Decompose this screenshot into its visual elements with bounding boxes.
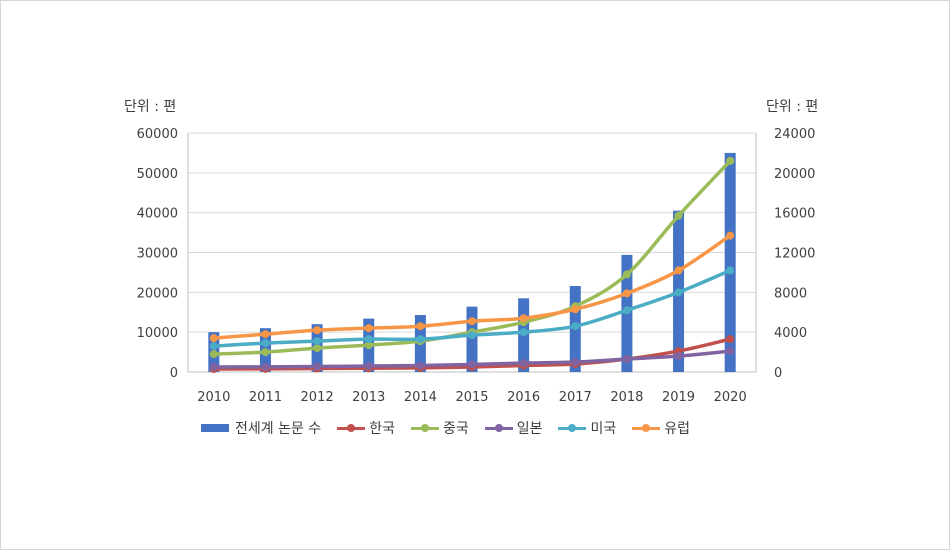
series-point <box>674 266 683 275</box>
left-tick-label: 0 <box>170 366 178 381</box>
x-tick-label: 2015 <box>455 390 488 405</box>
series-point <box>416 335 425 344</box>
left-tick-label: 20000 <box>137 286 178 301</box>
x-tick-label: 2016 <box>507 390 540 405</box>
series-point <box>261 330 270 339</box>
series-point <box>674 288 683 297</box>
series-point <box>313 326 322 335</box>
x-tick-label: 2010 <box>197 390 230 405</box>
legend-swatch <box>632 423 661 433</box>
series-point <box>468 331 476 340</box>
series-point <box>364 324 373 333</box>
left-tick-label: 10000 <box>137 326 178 341</box>
series-point <box>571 358 580 367</box>
legend-label: 미국 <box>590 421 617 437</box>
series-point <box>416 361 425 370</box>
series-point <box>674 352 683 361</box>
series-point <box>519 314 528 323</box>
series-point <box>209 363 218 372</box>
left-tick-label: 30000 <box>137 247 178 262</box>
legend-label: 전세계 논문 수 <box>235 421 322 437</box>
series-point <box>261 348 270 357</box>
x-tick-label: 2019 <box>662 390 695 405</box>
x-tick-label: 2013 <box>352 390 385 405</box>
series-point <box>209 350 218 359</box>
series-point <box>261 339 270 348</box>
x-tick-label: 2012 <box>301 390 334 405</box>
series-point <box>364 335 373 344</box>
bar <box>724 152 736 372</box>
legend-label: 유럽 <box>664 421 691 437</box>
series-point <box>622 306 631 315</box>
left-axis-unit-label: 단위 : 편 <box>124 99 177 115</box>
right-tick-label: 24000 <box>774 127 815 142</box>
legend-label: 일본 <box>516 421 543 437</box>
legend-item: 한국 <box>337 418 395 438</box>
left-tick-label: 50000 <box>137 167 178 182</box>
series-point <box>726 156 735 165</box>
right-tick-label: 20000 <box>774 167 815 182</box>
series-point <box>726 266 735 275</box>
legend-swatch <box>337 423 366 433</box>
x-tick-label: 2018 <box>610 390 643 405</box>
series-point <box>364 341 373 350</box>
series-point <box>519 328 528 337</box>
series-point <box>261 362 270 371</box>
series-point <box>209 334 218 343</box>
legend-item: 중국 <box>410 418 469 438</box>
series-point <box>571 322 580 331</box>
series-point <box>726 335 735 344</box>
series-point <box>468 317 476 326</box>
series-point <box>313 337 322 346</box>
legend-label: 한국 <box>369 421 395 437</box>
right-tick-label: 12000 <box>774 247 815 262</box>
right-axis-unit-label: 단위 : 편 <box>766 99 819 115</box>
series-point <box>364 362 373 371</box>
right-tick-label: 8000 <box>774 286 807 301</box>
x-tick-label: 2017 <box>559 390 592 405</box>
series-point <box>571 305 580 314</box>
legend-item: 미국 <box>558 418 616 438</box>
legend-swatch <box>558 423 587 433</box>
series-point <box>622 355 631 364</box>
x-tick-label: 2011 <box>249 390 282 405</box>
bar <box>466 306 478 372</box>
legend: 전세계 논문 수 한국 중국 일본 미국 유럽 <box>201 418 706 438</box>
legend-item: 일본 <box>484 418 543 438</box>
series-point <box>674 211 683 220</box>
series-point <box>726 347 735 356</box>
legend-swatch <box>484 423 513 433</box>
series-point <box>416 322 425 331</box>
right-tick-label: 0 <box>774 366 782 381</box>
right-tick-label: 4000 <box>774 326 807 341</box>
legend-swatch <box>410 423 439 433</box>
left-tick-label: 60000 <box>137 127 178 142</box>
legend-swatch <box>201 424 229 432</box>
series-point <box>468 360 476 369</box>
series-point <box>313 362 322 371</box>
series-point <box>209 342 218 351</box>
series-point <box>313 344 322 353</box>
x-tick-label: 2014 <box>404 390 437 405</box>
series-point <box>726 231 735 240</box>
x-tick-label: 2020 <box>714 390 747 405</box>
legend-item: 전세계 논문 수 <box>201 418 321 438</box>
series-point <box>622 289 631 298</box>
right-tick-label: 16000 <box>774 207 815 222</box>
series-point <box>622 270 631 279</box>
left-tick-label: 40000 <box>137 207 178 222</box>
series-point <box>519 359 528 368</box>
legend-label: 중국 <box>442 421 469 437</box>
legend-item: 유럽 <box>632 418 690 438</box>
